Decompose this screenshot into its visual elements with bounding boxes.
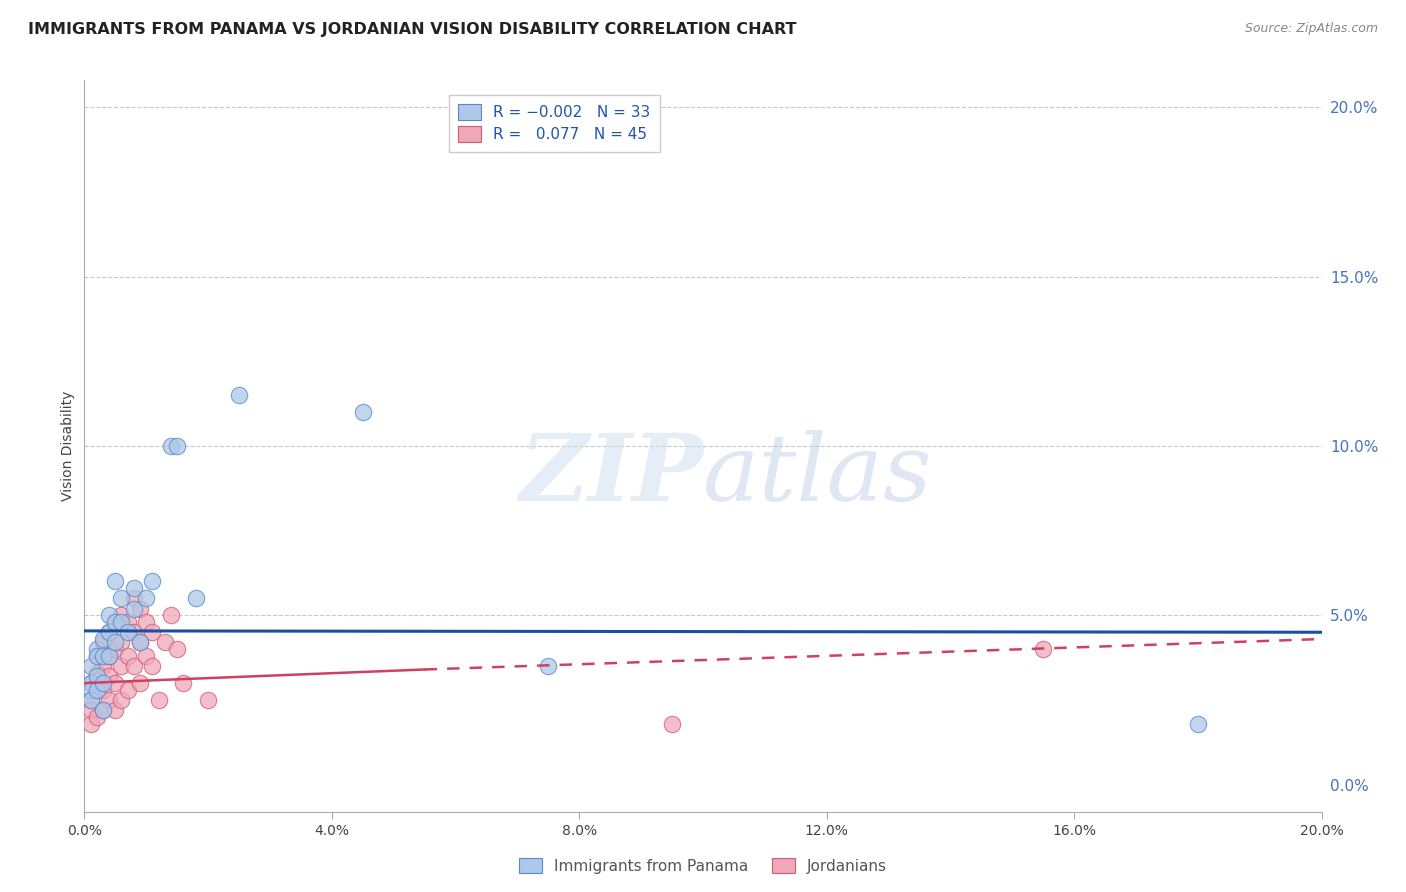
Legend: R = −0.002   N = 33, R =   0.077   N = 45: R = −0.002 N = 33, R = 0.077 N = 45 [449,95,659,152]
Point [91,682,114,697]
Point [141,574,163,589]
Point [148,693,170,707]
Y-axis label: Vision Disability: Vision Disability [62,391,76,501]
Point [86,648,108,663]
Point [122,591,145,606]
Point [166,439,188,453]
Point [129,635,152,649]
Point [129,601,152,615]
Point [86,642,108,657]
Point [98,648,121,663]
Text: atlas: atlas [703,430,932,520]
Point [1187,716,1209,731]
Point [98,648,121,663]
Point [104,615,127,629]
Point [141,659,163,673]
Point [172,676,194,690]
Point [110,635,132,649]
Point [104,574,127,589]
Point [110,615,132,629]
Point [79,676,101,690]
Point [104,615,127,629]
Point [153,635,176,649]
Point [537,659,560,673]
Point [122,601,145,615]
Point [104,642,127,657]
Point [228,388,250,402]
Point [86,682,108,697]
Point [91,659,114,673]
Point [122,581,145,595]
Point [79,682,101,697]
Point [117,625,139,640]
Point [110,659,132,673]
Point [129,676,152,690]
Point [122,625,145,640]
Point [352,405,374,419]
Point [98,693,121,707]
Point [91,632,114,646]
Point [117,648,139,663]
Point [91,703,114,717]
Legend: Immigrants from Panama, Jordanians: Immigrants from Panama, Jordanians [513,852,893,880]
Point [160,608,183,623]
Point [79,676,101,690]
Text: ZIP: ZIP [519,430,703,520]
Point [110,591,132,606]
Point [135,648,157,663]
Point [160,439,183,453]
Point [79,703,101,717]
Point [98,669,121,683]
Point [91,648,114,663]
Point [110,608,132,623]
Point [79,659,101,673]
Point [122,659,145,673]
Point [104,676,127,690]
Point [91,635,114,649]
Point [79,716,101,731]
Point [86,682,108,697]
Point [86,669,108,683]
Point [98,608,121,623]
Point [661,716,683,731]
Point [141,625,163,640]
Point [110,693,132,707]
Point [117,615,139,629]
Point [104,703,127,717]
Point [135,615,157,629]
Point [98,625,121,640]
Point [86,648,108,663]
Text: Source: ZipAtlas.com: Source: ZipAtlas.com [1244,22,1378,36]
Point [98,625,121,640]
Point [129,635,152,649]
Point [79,693,101,707]
Point [91,676,114,690]
Text: IMMIGRANTS FROM PANAMA VS JORDANIAN VISION DISABILITY CORRELATION CHART: IMMIGRANTS FROM PANAMA VS JORDANIAN VISI… [28,22,797,37]
Point [91,703,114,717]
Point [1032,642,1054,657]
Point [197,693,219,707]
Point [117,682,139,697]
Point [86,665,108,680]
Point [79,693,101,707]
Point [86,710,108,724]
Point [104,635,127,649]
Point [184,591,207,606]
Point [166,642,188,657]
Point [135,591,157,606]
